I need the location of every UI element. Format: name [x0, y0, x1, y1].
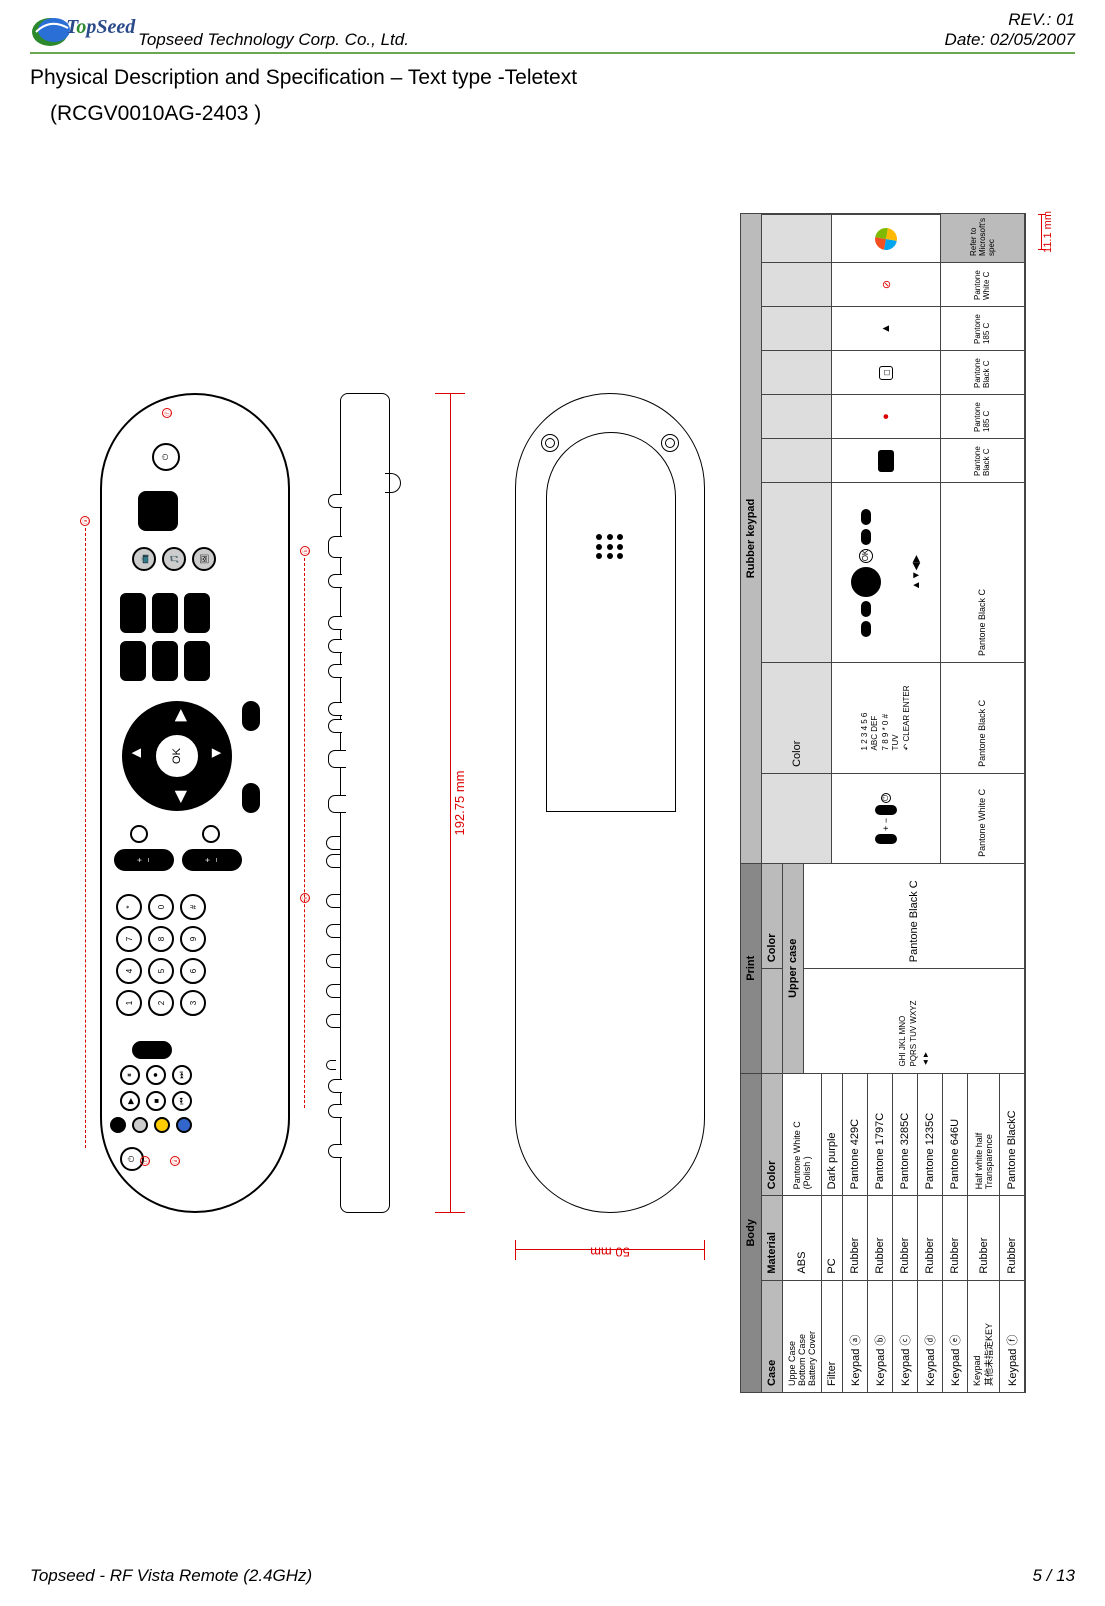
callout-b: ⓑ	[300, 546, 310, 556]
rubber-icons-1: + − ⏻	[832, 773, 941, 863]
pause-lg	[132, 1041, 172, 1059]
remote-top-view: ⏻ ▶ ■ ⏮ ⏸ ⏺ ⏭ 1 2 3 4 5 6 7	[80, 378, 310, 1228]
color-btn-4	[176, 1117, 192, 1133]
media-1: ▶	[120, 1091, 140, 1111]
rubber-icons-6: ◻	[832, 350, 941, 394]
footer-left: Topseed - RF Vista Remote (2.4GHz)	[30, 1566, 312, 1586]
media-2: ■	[146, 1091, 166, 1111]
media-5: ⏺	[146, 1065, 166, 1085]
big-btn	[138, 491, 178, 531]
aux-btn	[202, 825, 220, 843]
side-body	[340, 393, 390, 1213]
back-btn	[242, 783, 260, 813]
screw-1	[541, 434, 559, 452]
color-btn-3	[154, 1117, 170, 1133]
footer-page: 5 / 13	[1032, 1566, 1075, 1586]
rec-tvbtn	[120, 593, 146, 633]
end-btn: ⏻	[152, 443, 180, 471]
media-6: ⏭	[172, 1065, 192, 1085]
rubber-icons-8: ⊘	[832, 262, 941, 306]
grey-1: 📺	[132, 547, 156, 571]
rubber-icons-7: ▲	[832, 306, 941, 350]
key-8: 8	[148, 926, 174, 952]
logo: TopSeed	[30, 10, 120, 50]
spec-rubber: Rubber keypad Color + −	[741, 214, 1025, 863]
screw-2	[661, 434, 679, 452]
ms-logo	[873, 226, 898, 251]
thickness-label: 11.1 mm	[1042, 211, 1054, 253]
media-4: ⏸	[120, 1065, 140, 1085]
width-dimension: 50 mm	[515, 1233, 705, 1268]
date: Date: 02/05/2007	[945, 30, 1075, 50]
bottom-body	[515, 393, 705, 1213]
mute-btn	[130, 825, 148, 843]
page-header: TopSeed Topseed Technology Corp. Co., Lt…	[30, 10, 1075, 54]
dvd-btn	[184, 593, 210, 633]
key-9: 9	[180, 926, 206, 952]
length-label: 192.75 mm	[452, 764, 467, 841]
key-5: 5	[148, 958, 174, 984]
callout-d: ⓓ	[170, 1156, 180, 1166]
key-hash: #	[180, 894, 206, 920]
key-2: 2	[148, 990, 174, 1016]
body-header: Body	[741, 1074, 762, 1392]
rotated-block: ⏻ ▶ ■ ⏮ ⏸ ⏺ ⏭ 1 2 3 4 5 6 7	[80, 203, 1026, 1403]
ms-logo-cell	[832, 214, 941, 262]
live-btn	[152, 593, 178, 633]
info-btn	[242, 701, 260, 731]
key-4: 4	[116, 958, 142, 984]
key-star: *	[116, 894, 142, 920]
key-3: 3	[180, 990, 206, 1016]
media-3: ⏮	[172, 1091, 192, 1111]
remote-bottom-view: 50 mm	[510, 378, 710, 1228]
menu-btn	[152, 641, 178, 681]
callout-c: ⓒ	[140, 1156, 150, 1166]
rubber-icons-4	[832, 438, 941, 482]
guide-btn	[120, 641, 146, 681]
spec-table: Body Case Material Color Uppe Case Botto…	[740, 213, 1026, 1393]
ok-btn: OK	[154, 733, 200, 779]
remote-body: ⏻ ▶ ■ ⏮ ⏸ ⏺ ⏭ 1 2 3 4 5 6 7	[100, 393, 290, 1213]
company-name: Topseed Technology Corp. Co., Ltd.	[138, 30, 409, 50]
spec-print-upper: Print Color Upper case GHI JKL MNO PQRS …	[741, 863, 1025, 1073]
rubber-icons-2: 1 2 3 4 5 6 ABC DEF 7 8 9 * 0 # TUV ↶ CL…	[832, 662, 941, 773]
grey-3: 🖼	[192, 547, 216, 571]
length-dimension: 192.75 mm	[430, 393, 470, 1213]
page-footer: Topseed - RF Vista Remote (2.4GHz) 5 / 1…	[30, 1566, 1075, 1586]
width-label: 50 mm	[590, 1245, 630, 1260]
page: TopSeed Topseed Technology Corp. Co., Lt…	[0, 0, 1105, 1606]
grey-2: 🎵	[162, 547, 186, 571]
vol-btn: +−	[114, 849, 174, 871]
thickness-dimension: 11.1 mm	[1041, 211, 1054, 253]
rubber-icons-3: OK ▲▼◀▶	[832, 482, 941, 662]
page-title: Physical Description and Specification –…	[30, 66, 1075, 90]
tv-btn	[184, 641, 210, 681]
key-0: 0	[148, 894, 174, 920]
remote-side-view: 192.75 mm	[330, 378, 490, 1228]
callout-f: ⓕ	[162, 408, 172, 418]
color-btn-1	[110, 1117, 126, 1133]
page-subtitle: (RCGV0010AG-2403 )	[50, 102, 1075, 126]
callout-e: ⓔ	[300, 893, 310, 903]
key-7: 7	[116, 926, 142, 952]
battery-cover	[546, 432, 676, 812]
color-btn-2	[132, 1117, 148, 1133]
callout-a: ⓐ	[80, 516, 90, 526]
key-6: 6	[180, 958, 206, 984]
battery-grip	[596, 533, 626, 559]
key-1: 1	[116, 990, 142, 1016]
rev: REV.: 01	[945, 10, 1075, 30]
header-left: TopSeed Topseed Technology Corp. Co., Lt…	[30, 10, 409, 50]
rubber-icons-5: ●	[832, 394, 941, 438]
header-right: REV.: 01 Date: 02/05/2007	[945, 10, 1075, 50]
ch-btn: +−	[182, 849, 242, 871]
spec-body: Body Case Material Color Uppe Case Botto…	[741, 1073, 1025, 1392]
